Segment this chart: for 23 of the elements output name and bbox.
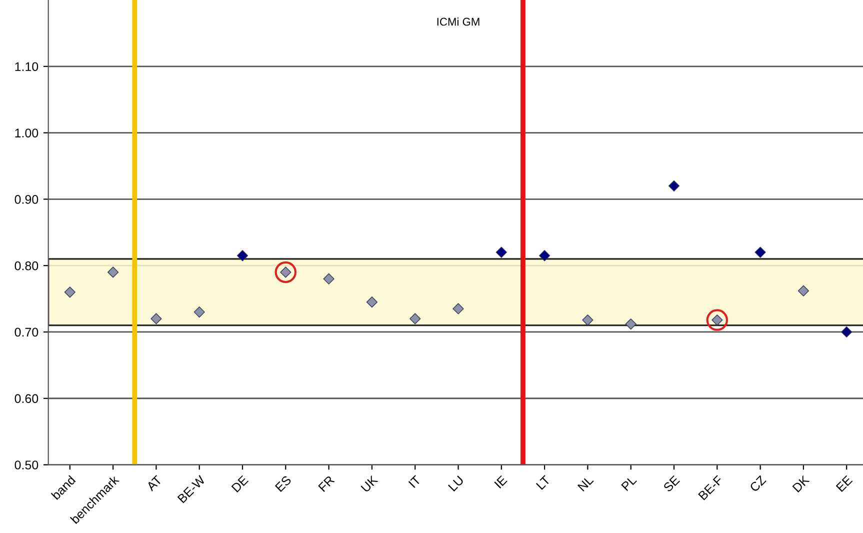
y-tick-label: 0.60: [14, 394, 38, 404]
y-tick-label: 1.00: [15, 128, 38, 138]
x-tick-label: DE: [231, 475, 249, 492]
x-tick-label: PL: [621, 475, 637, 491]
x-tick-label: SE: [662, 475, 680, 492]
x-tick-label: EE: [836, 475, 853, 492]
x-tick-label: FR: [318, 475, 335, 492]
y-tick-label: 1.10: [15, 62, 38, 72]
x-tick-label: NL: [577, 475, 594, 492]
x-tick-label: IE: [494, 475, 508, 488]
x-tick-label: AT: [146, 475, 162, 492]
x-tick-label: DK: [792, 474, 810, 492]
y-tick-label: 0.80: [14, 261, 38, 270]
x-tick-label: CZ: [749, 475, 767, 492]
x-tick-label: ES: [274, 475, 292, 492]
text: ICMi GM: [437, 18, 480, 26]
x-tick-label: LT: [536, 475, 551, 490]
y-tick-label: 0.70: [14, 328, 38, 337]
x-tick-label: LU: [448, 476, 464, 492]
y-tick-label: 0.90: [14, 194, 38, 204]
x-tick-label: UK: [360, 474, 378, 493]
y-tick-label: 0.50: [14, 460, 38, 470]
x-tick-label: IT: [408, 475, 422, 488]
